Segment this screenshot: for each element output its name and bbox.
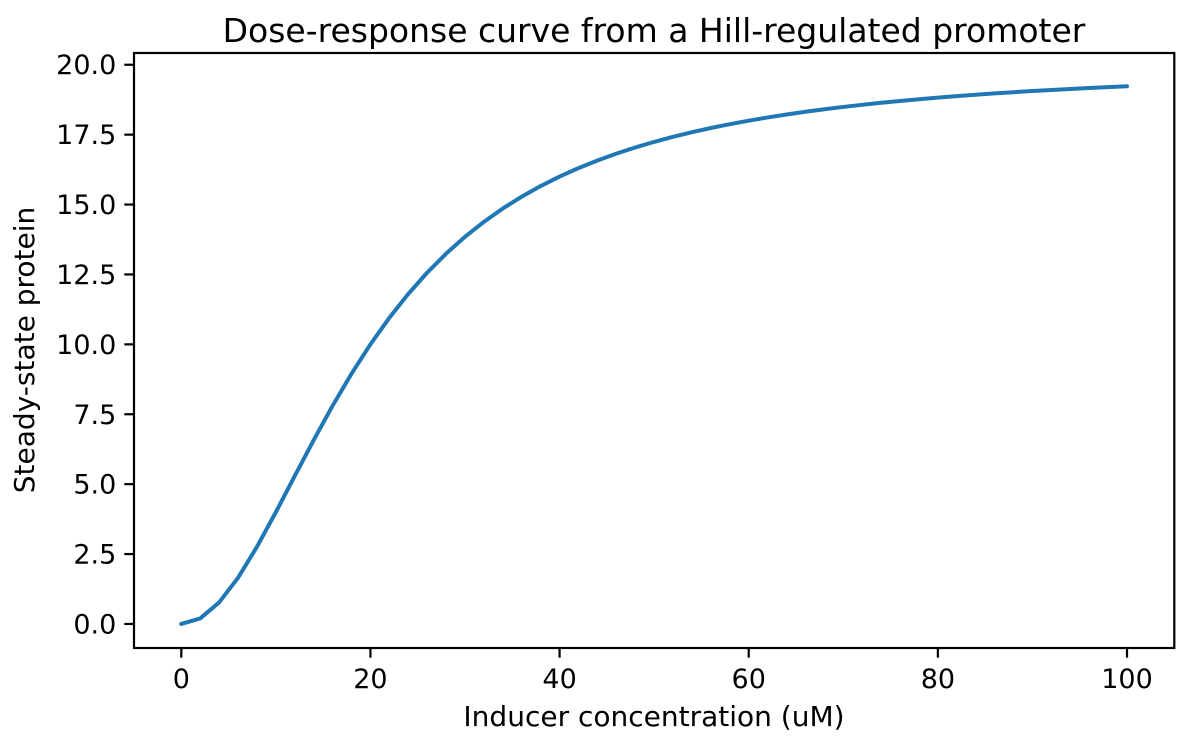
y-tick-label: 20.0 xyxy=(56,50,116,81)
y-tick-label: 2.5 xyxy=(73,540,116,571)
x-axis-label: Inducer concentration (uM) xyxy=(463,700,844,733)
chart-title: Dose-response curve from a Hill-regulate… xyxy=(223,11,1086,50)
x-tick-label: 0 xyxy=(173,664,190,695)
dose-response-curve xyxy=(179,84,1130,626)
y-axis-label: Steady-state protein xyxy=(8,207,41,493)
plot-spines xyxy=(132,51,1176,650)
y-tick-label: 15.0 xyxy=(56,190,116,221)
y-tick-label: 7.5 xyxy=(73,400,116,431)
y-tick-label: 10.0 xyxy=(56,330,116,361)
axes-layer: 0 20 40 60 80 100 0.0 2.5 5.0 7.5 10.0 12.5 15.0 17.5… xyxy=(56,50,1176,695)
y-tick-label: 5.0 xyxy=(73,470,116,501)
x-tick-label: 40 xyxy=(542,664,576,695)
y-tick-label: 0.0 xyxy=(73,609,116,640)
y-tick-label: 12.5 xyxy=(56,260,116,291)
x-tick-label: 20 xyxy=(353,664,387,695)
x-tick-label: 100 xyxy=(1101,664,1153,695)
x-tick-label: 80 xyxy=(921,664,955,695)
y-tick-label: 17.5 xyxy=(56,120,116,151)
x-tick-label: 60 xyxy=(732,664,766,695)
